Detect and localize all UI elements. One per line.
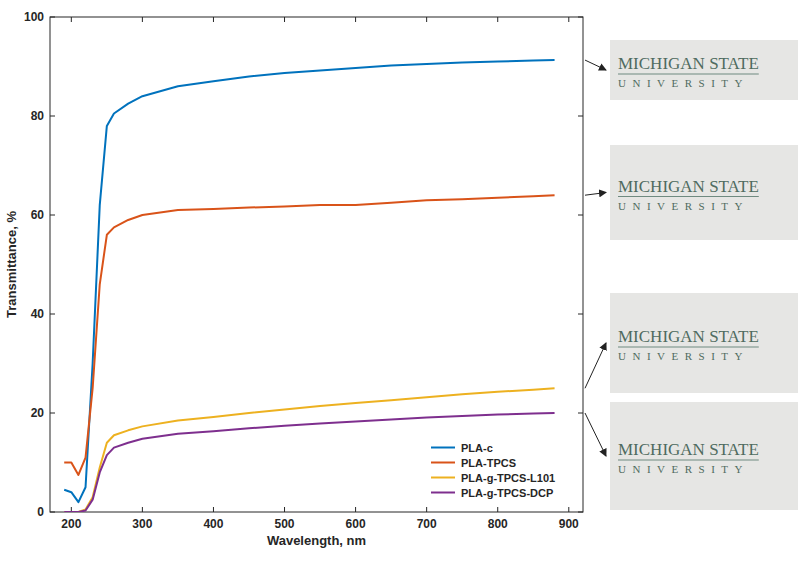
y-tick [578,413,583,414]
photo-rule [618,196,759,197]
photo-rule [618,460,759,461]
x-tick-label: 200 [61,517,81,531]
x-tick [568,507,569,512]
series-line [64,60,554,502]
y-tick-label: 60 [31,208,45,222]
y-tick [50,17,55,18]
legend-label: PLA-g-TPCS-DCP [461,487,553,499]
legend-swatch [431,447,455,449]
y-tick [50,215,55,216]
legend-label: PLA-g-TPCS-L101 [461,472,555,484]
x-tick-label: 500 [275,517,295,531]
x-tick-label: 600 [346,517,366,531]
x-tick [426,17,427,22]
arrow [585,60,606,70]
y-tick [578,116,583,117]
photo-rule [618,347,759,348]
plot-frame [50,17,583,512]
legend-label: PLA-TPCS [461,457,516,469]
x-tick [426,507,427,512]
series-line [64,388,554,512]
arrow [585,413,606,456]
x-tick-label: 700 [417,517,437,531]
photo-panel [610,40,798,100]
x-tick [284,17,285,22]
x-tick [497,507,498,512]
x-tick [213,17,214,22]
photo-text: MICHIGAN STATE [618,327,759,346]
x-tick [355,507,356,512]
y-tick [50,314,55,315]
lines [64,60,554,512]
y-tick-label: 100 [24,10,44,24]
photo-panel [610,293,798,393]
x-tick [71,17,72,22]
y-tick [578,512,583,513]
series-line [64,413,554,512]
x-axis-title: Wavelength, nm [267,533,366,548]
chart: 200 300 400 500 600 700 800 900 0 20 40 60 80 100 Wave… [0,0,804,561]
x-tick [213,507,214,512]
photo-panel [610,402,798,510]
photo-text: MICHIGAN STATE [618,177,759,196]
legend: PLA-c PLA-TPCS PLA-g-TPCS-L101 PLA-g-TPCS-D… [425,436,575,504]
y-axis-title: Transmittance, % [4,211,19,318]
x-tick [355,17,356,22]
series-line [64,195,554,475]
y-tick-label: 40 [31,307,45,321]
photo-rule [618,74,759,75]
y-tick [50,413,55,414]
photo-panel [610,145,798,240]
x-tick-label: 800 [488,517,508,531]
x-tick [497,17,498,22]
legend-label: PLA-c [461,442,493,454]
arrow [585,193,606,196]
x-tick [142,17,143,22]
y-tick [578,314,583,315]
photo-text: MICHIGAN STATE [618,440,759,459]
photo-text: UNIVERSITY [618,463,749,475]
legend-swatch [431,477,455,479]
x-tick-label: 300 [132,517,152,531]
y-tick [50,116,55,117]
photo-text: UNIVERSITY [618,350,749,362]
x-tick-label: 400 [203,517,223,531]
legend-swatch [431,492,455,494]
x-tick [568,17,569,22]
y-tick-label: 20 [31,406,45,420]
photo-text: UNIVERSITY [618,200,749,212]
arrow [585,343,606,388]
photo-text: UNIVERSITY [618,77,749,89]
y-tick-label: 0 [37,505,44,519]
x-tick-label: 900 [559,517,579,531]
x-tick [142,507,143,512]
y-tick-label: 80 [31,109,45,123]
photo-text: MICHIGAN STATE [618,54,759,73]
y-tick [50,512,55,513]
x-tick [284,507,285,512]
legend-box [425,436,575,504]
y-tick [578,17,583,18]
y-tick [578,215,583,216]
legend-swatch [431,462,455,464]
